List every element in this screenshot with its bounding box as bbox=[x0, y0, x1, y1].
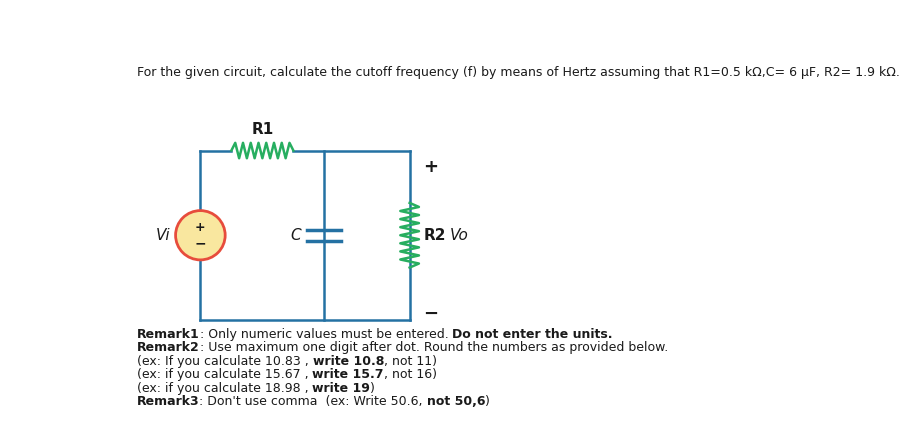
Text: write 10.8: write 10.8 bbox=[312, 355, 384, 368]
Text: ): ) bbox=[485, 395, 490, 408]
Text: +: + bbox=[195, 221, 205, 234]
Text: ): ) bbox=[370, 381, 375, 395]
Text: Vi: Vi bbox=[156, 228, 170, 243]
Text: Remark3: Remark3 bbox=[137, 395, 200, 408]
Text: Do not enter the units.: Do not enter the units. bbox=[452, 328, 612, 341]
Text: : Only numeric values must be entered.: : Only numeric values must be entered. bbox=[200, 328, 452, 341]
Text: : Use maximum one digit after dot. Round the numbers as provided below.: : Use maximum one digit after dot. Round… bbox=[200, 341, 668, 354]
Text: write 19: write 19 bbox=[312, 381, 370, 395]
Text: : Don't use comma  (ex: Write 50.6,: : Don't use comma (ex: Write 50.6, bbox=[200, 395, 427, 408]
Text: −: − bbox=[424, 305, 438, 322]
Text: (ex: If you calculate 10.83 ,: (ex: If you calculate 10.83 , bbox=[137, 355, 312, 368]
Text: (ex: if you calculate 15.67 ,: (ex: if you calculate 15.67 , bbox=[137, 368, 312, 381]
Text: write 15.7: write 15.7 bbox=[312, 368, 384, 381]
Text: Vo: Vo bbox=[450, 228, 469, 243]
Text: For the given circuit, calculate the cutoff frequency (f) by means of Hertz assu: For the given circuit, calculate the cut… bbox=[137, 66, 900, 79]
Text: , not 11): , not 11) bbox=[384, 355, 437, 368]
Text: +: + bbox=[424, 158, 438, 176]
Text: (ex: if you calculate 18.98 ,: (ex: if you calculate 18.98 , bbox=[137, 381, 312, 395]
Text: −: − bbox=[194, 236, 206, 250]
Text: C: C bbox=[290, 228, 301, 243]
Text: R2: R2 bbox=[424, 228, 446, 243]
Text: R1: R1 bbox=[251, 123, 274, 137]
Text: Remark1: Remark1 bbox=[137, 328, 200, 341]
Circle shape bbox=[176, 211, 225, 260]
Text: , not 16): , not 16) bbox=[384, 368, 437, 381]
Text: not 50,6: not 50,6 bbox=[427, 395, 485, 408]
Text: Remark2: Remark2 bbox=[137, 341, 200, 354]
